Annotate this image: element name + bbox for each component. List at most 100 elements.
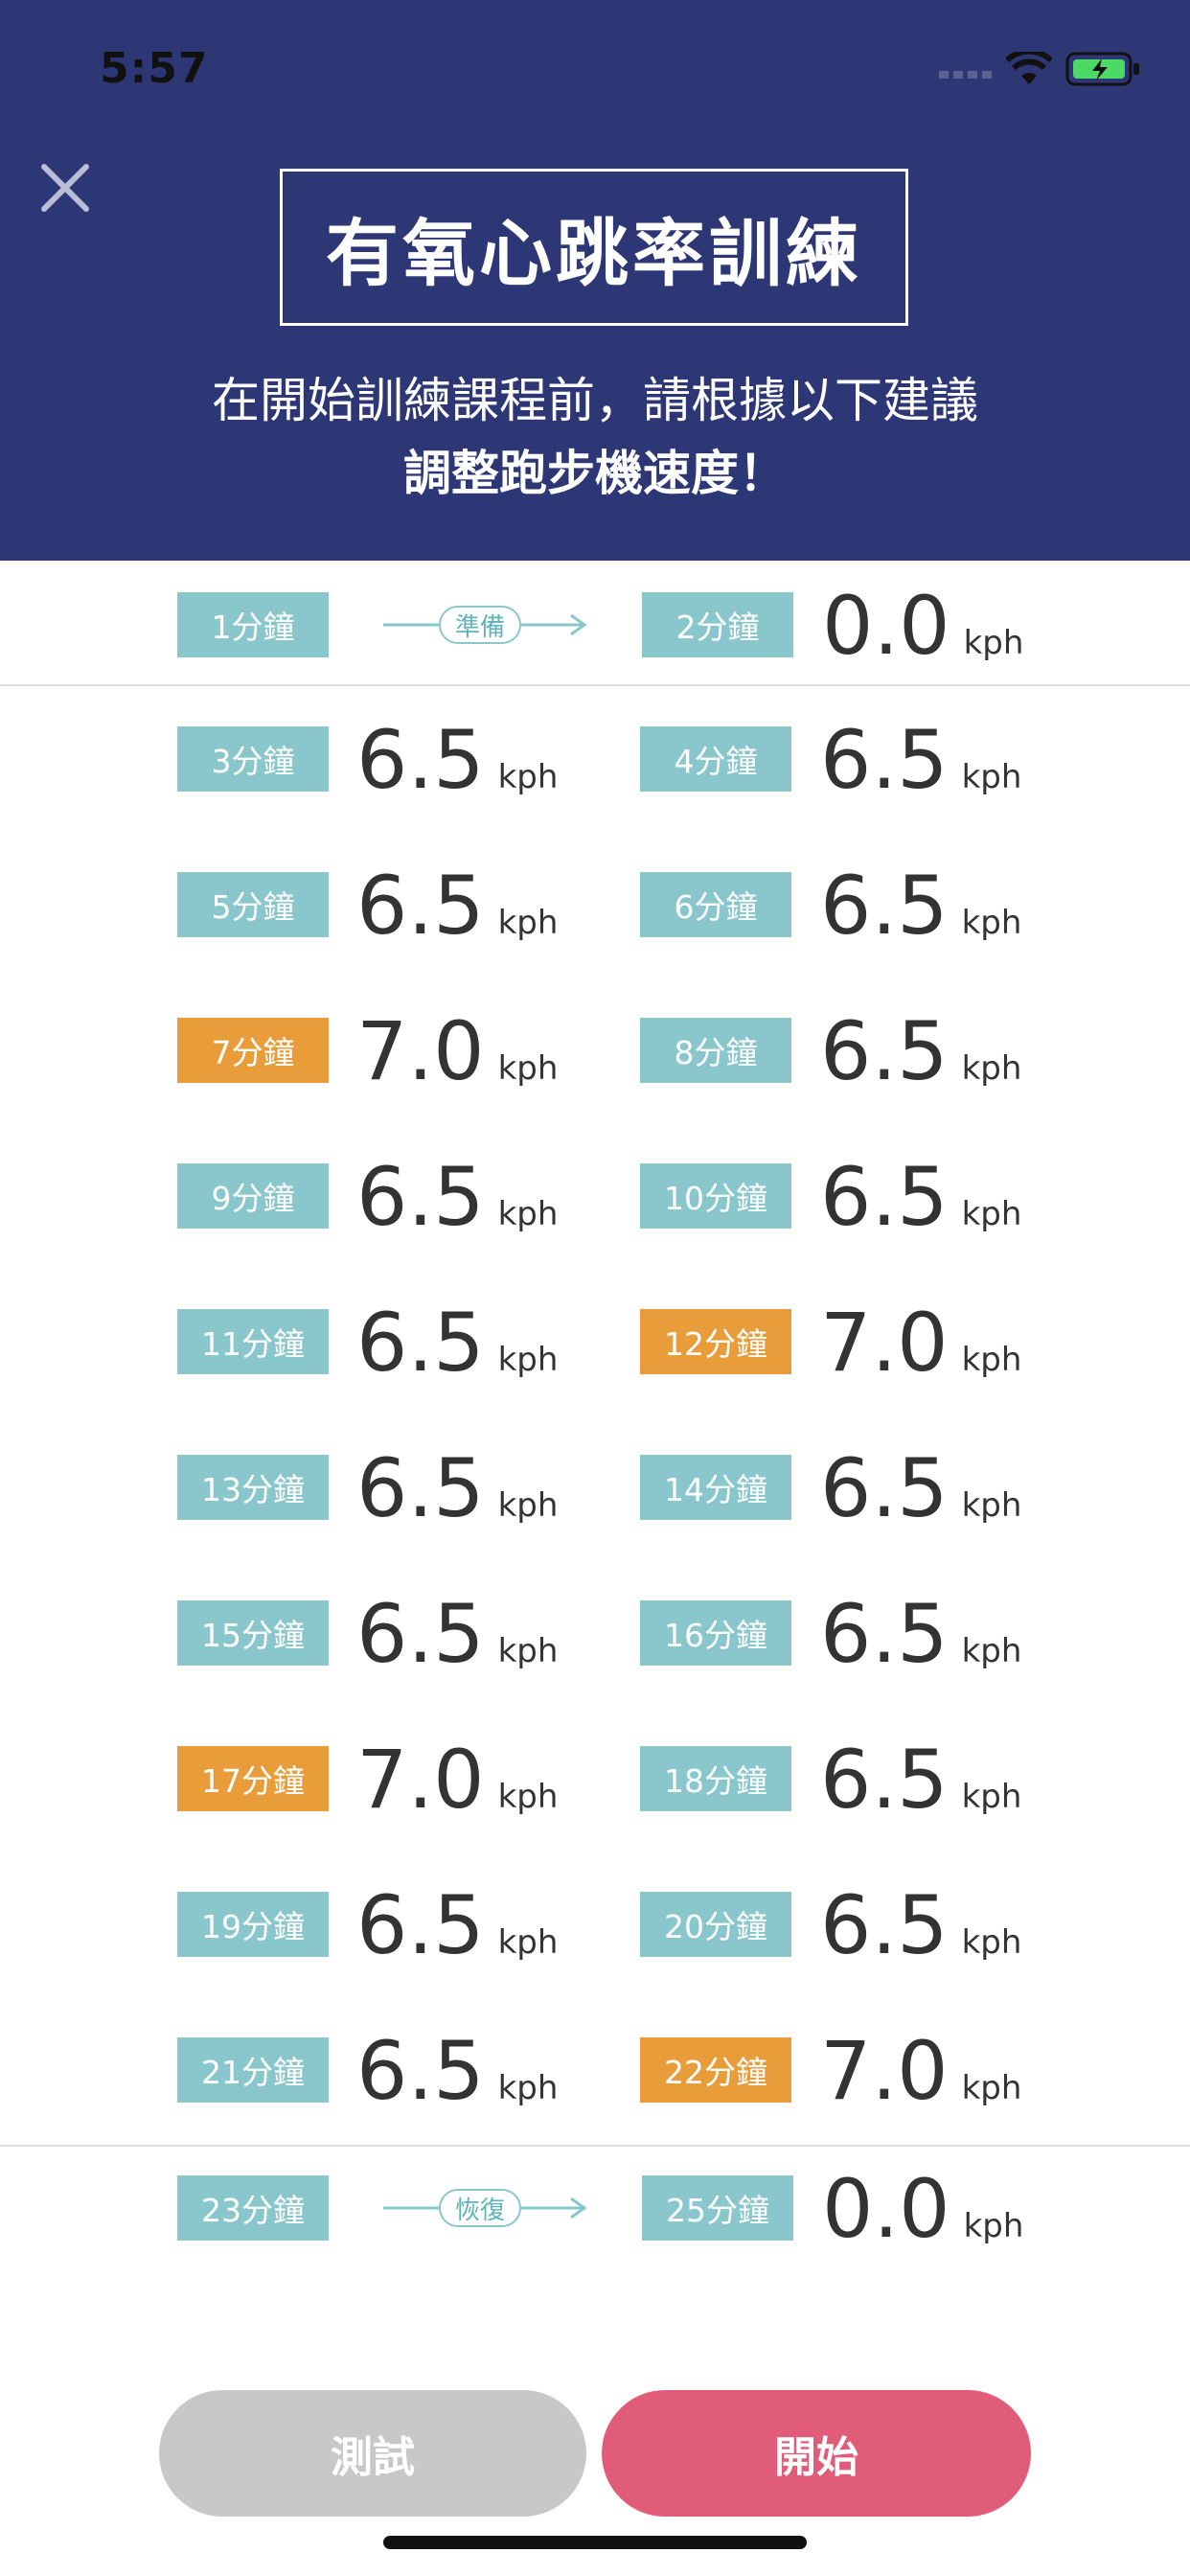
time-badge: 19分鐘 [177,1892,329,1957]
time-badge: 22分鐘 [640,2037,791,2103]
speed-number: 7.0 [356,1733,485,1827]
close-icon [41,164,89,212]
phase-arrow: 準備 [383,592,589,657]
phase-label: 準備 [439,606,521,644]
page-title: 有氧心跳率訓練 [280,169,908,326]
time-badge: 20分鐘 [640,1892,791,1957]
speed-number: 6.5 [820,1441,949,1535]
speed-number: 7.0 [356,1004,485,1098]
speed-value: 6.5 kph [820,1436,1021,1541]
speed-value: 6.5 kph [820,1581,1021,1687]
speed-unit: kph [961,1923,1022,1962]
speed-number: 6.5 [820,1733,949,1827]
time-badge: 8分鐘 [640,1018,791,1083]
speed-unit: kph [497,1923,559,1962]
interval-row: 3分鐘 6.5 kph 4分鐘 6.5 kph [0,707,1190,813]
speed-number: 6.5 [356,1441,485,1535]
speed-unit: kph [497,1632,559,1670]
time-badge: 16分鐘 [640,1600,791,1666]
speed-value: 6.5 kph [820,707,1021,813]
interval-row: 7分鐘 7.0 kph 8分鐘 6.5 kph [0,999,1190,1104]
time-badge: 12分鐘 [640,1309,791,1374]
header: 5:57 有氧心跳率訓練 在開始訓練課程前，請根據以下建議 調整跑步機速度！ [0,0,1190,561]
speed-unit: kph [961,1486,1022,1525]
time-badge: 1分鐘 [177,592,329,657]
time-badge: 4分鐘 [640,726,791,792]
interval-row: 15分鐘 6.5 kph 16分鐘 6.5 kph [0,1581,1190,1687]
speed-value: 7.0 kph [356,999,558,1104]
speed-unit: kph [497,758,559,796]
divider [0,684,1190,686]
speed-unit: kph [961,904,1022,942]
interval-row: 13分鐘 6.5 kph 14分鐘 6.5 kph [0,1436,1190,1541]
speed-unit: kph [961,2069,1022,2107]
speed-unit: kph [961,1049,1022,1088]
phase-label: 恢復 [439,2189,521,2227]
time-badge: 15分鐘 [177,1600,329,1666]
speed-number: 0.0 [822,2162,950,2256]
speed-value: 6.5 kph [356,853,558,958]
time-badge: 25分鐘 [642,2175,793,2241]
speed-unit: kph [497,2069,559,2107]
time-badge: 13分鐘 [177,1455,329,1520]
time-badge: 2分鐘 [642,592,793,657]
speed-number: 6.5 [356,859,485,953]
start-button[interactable]: 開始 [602,2390,1031,2517]
speed-number: 0.0 [822,579,950,673]
interval-row: 17分鐘 7.0 kph 18分鐘 6.5 kph [0,1727,1190,1832]
speed-value: 7.0 kph [820,1290,1021,1395]
speed-value: 7.0 kph [820,2018,1021,2124]
speed-number: 6.5 [356,1150,485,1244]
speed-value: 6.5 kph [356,2018,558,2124]
speed-value: 0.0 kph [822,573,1023,678]
speed-number: 6.5 [820,713,949,807]
speed-unit: kph [497,1049,559,1088]
speed-value: 6.5 kph [820,1727,1021,1832]
time-badge: 18分鐘 [640,1746,791,1811]
speed-unit: kph [963,2207,1024,2245]
speed-unit: kph [963,624,1024,662]
time-badge: 10分鐘 [640,1163,791,1229]
speed-unit: kph [961,1195,1022,1233]
time-badge: 5分鐘 [177,872,329,937]
speed-value: 6.5 kph [356,707,558,813]
interval-row: 19分鐘 6.5 kph 20分鐘 6.5 kph [0,1873,1190,1978]
time-badge: 23分鐘 [177,2175,329,2241]
speed-number: 6.5 [820,1150,949,1244]
wifi-icon [1006,52,1052,84]
status-time: 5:57 [100,44,209,93]
divider [0,2145,1190,2147]
time-badge: 6分鐘 [640,872,791,937]
speed-number: 6.5 [356,713,485,807]
speed-unit: kph [961,1632,1022,1670]
time-badge: 21分鐘 [177,2037,329,2103]
battery-charging-icon [1065,52,1139,86]
speed-number: 6.5 [820,1587,949,1681]
speed-value: 7.0 kph [356,1727,558,1832]
interval-row: 9分鐘 6.5 kph 10分鐘 6.5 kph [0,1144,1190,1250]
time-badge: 3分鐘 [177,726,329,792]
speed-value: 6.5 kph [356,1873,558,1978]
status-icons [939,50,1142,88]
speed-value: 6.5 kph [356,1144,558,1250]
speed-unit: kph [497,1195,559,1233]
speed-value: 6.5 kph [820,1873,1021,1978]
time-badge: 17分鐘 [177,1746,329,1811]
speed-number: 7.0 [820,2024,949,2118]
speed-number: 6.5 [356,1587,485,1681]
speed-unit: kph [961,758,1022,796]
speed-value: 6.5 kph [820,1144,1021,1250]
speed-value: 6.5 kph [356,1436,558,1541]
speed-value: 6.5 kph [820,999,1021,1104]
home-indicator[interactable] [383,2536,807,2549]
speed-unit: kph [961,1778,1022,1816]
speed-unit: kph [497,1486,559,1525]
time-badge: 9分鐘 [177,1163,329,1229]
warmup-row: 1分鐘 準備 2分鐘 0.0 kph [0,573,1190,678]
speed-number: 6.5 [356,2024,485,2118]
subtitle-instruction: 在開始訓練課程前，請根據以下建議 [212,373,978,428]
close-button[interactable] [38,161,92,215]
speed-unit: kph [497,1341,559,1379]
test-button[interactable]: 測試 [159,2390,586,2517]
time-badge: 11分鐘 [177,1309,329,1374]
